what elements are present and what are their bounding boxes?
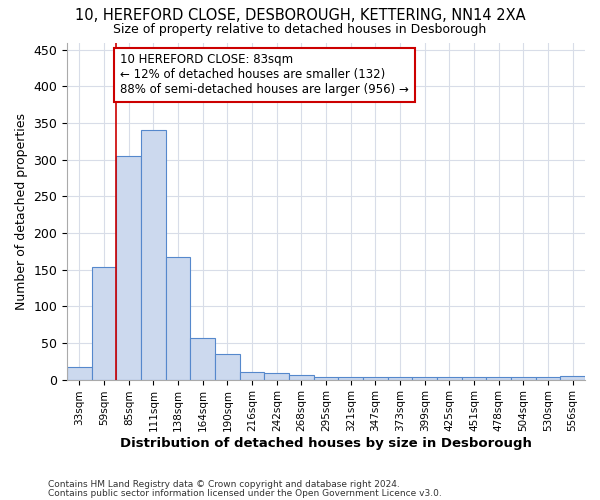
Bar [487, 378, 511, 380]
Y-axis label: Number of detached properties: Number of detached properties [15, 112, 28, 310]
Bar [240, 372, 265, 380]
Bar [289, 375, 314, 380]
Bar [536, 378, 560, 380]
Bar [412, 378, 437, 380]
Text: Size of property relative to detached houses in Desborough: Size of property relative to detached ho… [113, 22, 487, 36]
X-axis label: Distribution of detached houses by size in Desborough: Distribution of detached houses by size … [120, 437, 532, 450]
Bar [116, 156, 141, 380]
Text: Contains public sector information licensed under the Open Government Licence v3: Contains public sector information licen… [48, 490, 442, 498]
Bar [215, 354, 240, 380]
Bar [265, 373, 289, 380]
Bar [190, 338, 215, 380]
Bar [560, 376, 585, 380]
Bar [92, 268, 116, 380]
Bar [67, 367, 92, 380]
Bar [437, 378, 462, 380]
Bar [166, 257, 190, 380]
Bar [388, 378, 412, 380]
Bar [511, 378, 536, 380]
Bar [363, 378, 388, 380]
Bar [462, 378, 487, 380]
Bar [338, 378, 363, 380]
Bar [141, 130, 166, 380]
Text: 10 HEREFORD CLOSE: 83sqm
← 12% of detached houses are smaller (132)
88% of semi-: 10 HEREFORD CLOSE: 83sqm ← 12% of detach… [120, 54, 409, 96]
Bar [314, 378, 338, 380]
Text: Contains HM Land Registry data © Crown copyright and database right 2024.: Contains HM Land Registry data © Crown c… [48, 480, 400, 489]
Text: 10, HEREFORD CLOSE, DESBOROUGH, KETTERING, NN14 2XA: 10, HEREFORD CLOSE, DESBOROUGH, KETTERIN… [74, 8, 526, 22]
